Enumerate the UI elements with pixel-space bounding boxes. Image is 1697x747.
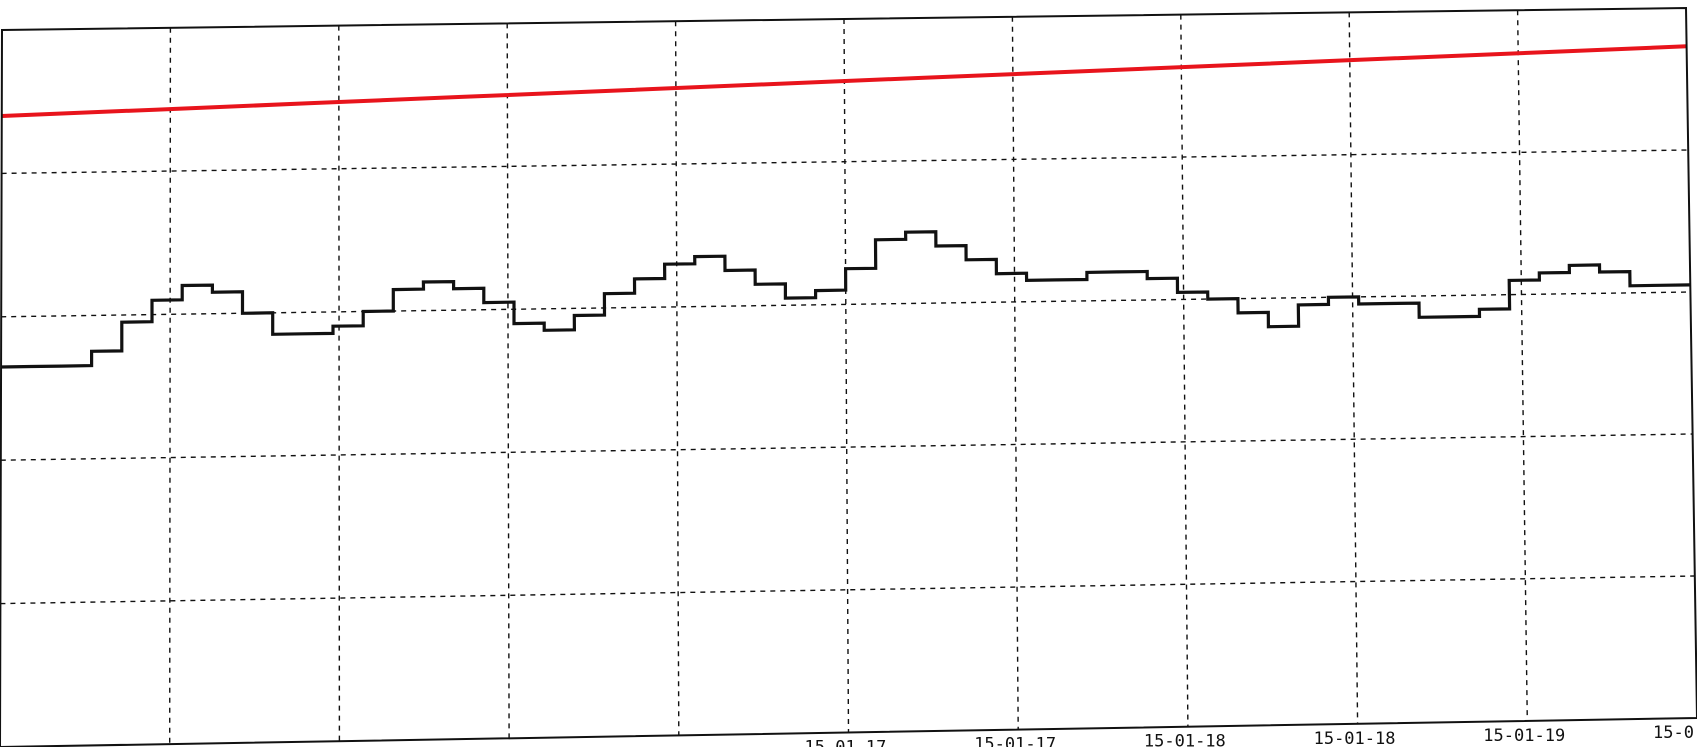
vertical-grid-line — [674, 21, 680, 736]
x-tick-label: 15-01-18 — [1144, 732, 1226, 747]
vertical-grid-line — [1516, 10, 1528, 721]
measured-series-line — [1, 230, 1691, 369]
horizontal-grid-line — [0, 433, 1693, 461]
x-tick-label: 15-01-17 — [805, 738, 887, 747]
horizontal-grid-line — [0, 575, 1695, 605]
vertical-grid-line — [1348, 12, 1359, 724]
x-tick-label: 15-01-17 — [974, 735, 1056, 747]
vertical-grid-line — [1011, 16, 1019, 730]
plot-frame — [0, 6, 1697, 747]
horizontal-grid-line — [1, 149, 1689, 175]
horizontal-grid-line — [1, 291, 1691, 318]
x-tick-labels: 15-01-17 15-01-17 15-01-18 15-01-18 15-01-19… — [805, 723, 1694, 747]
limit-series-line — [1, 44, 1687, 118]
x-tick-label: 15-01-19 — [1483, 726, 1565, 746]
plot-frame-border — [0, 6, 1697, 747]
vertical-grid-line — [843, 18, 850, 733]
grid — [0, 10, 1695, 745]
vertical-grid-line — [506, 23, 510, 739]
x-tick-label: 15-01-18 — [1314, 729, 1396, 747]
x-tick-label: 15-0 — [1653, 723, 1694, 743]
series-layer — [1, 44, 1691, 369]
vertical-grid-line — [168, 27, 172, 745]
vertical-grid-line — [338, 25, 341, 742]
vertical-grid-line — [1180, 14, 1189, 727]
